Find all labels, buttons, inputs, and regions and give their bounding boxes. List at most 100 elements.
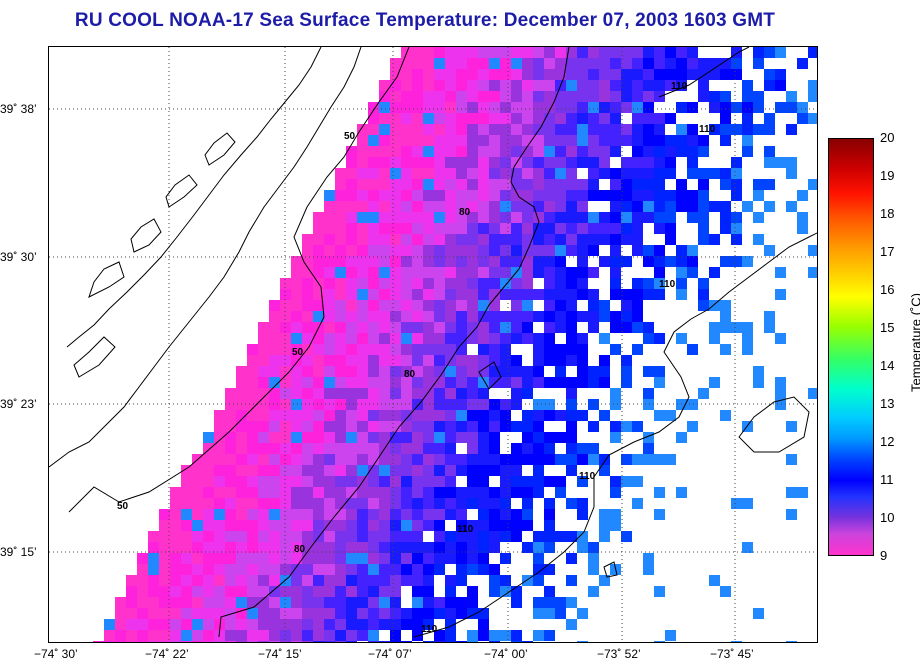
sst-pixel	[280, 300, 291, 311]
sst-pixel	[533, 212, 544, 223]
sst-pixel	[786, 641, 797, 642]
sst-pixel	[731, 47, 742, 58]
sst-pixel	[599, 212, 610, 223]
sst-pixel	[555, 344, 566, 355]
sst-pixel	[544, 443, 555, 454]
sst-pixel	[533, 630, 544, 641]
sst-pixel	[544, 69, 555, 80]
sst-pixel	[401, 245, 412, 256]
sst-pixel	[478, 509, 489, 520]
sst-pixel	[379, 465, 390, 476]
sst-pixel	[434, 432, 445, 443]
sst-pixel	[280, 355, 291, 366]
sst-pixel	[511, 366, 522, 377]
sst-pixel	[720, 124, 731, 135]
sst-pixel	[698, 278, 709, 289]
sst-pixel	[390, 487, 401, 498]
sst-pixel	[533, 47, 544, 58]
sst-pixel	[632, 498, 643, 509]
sst-pixel	[335, 300, 346, 311]
sst-pixel	[357, 520, 368, 531]
sst-pixel	[522, 69, 533, 80]
sst-pixel	[500, 179, 511, 190]
sst-pixel	[423, 333, 434, 344]
sst-pixel	[456, 245, 467, 256]
sst-pixel	[698, 168, 709, 179]
sst-pixel	[533, 553, 544, 564]
sst-pixel	[412, 586, 423, 597]
sst-pixel	[412, 311, 423, 322]
sst-pixel	[467, 311, 478, 322]
sst-pixel	[555, 311, 566, 322]
sst-pixel	[566, 91, 577, 102]
sst-pixel	[291, 630, 302, 641]
sst-pixel	[445, 608, 456, 619]
sst-pixel	[401, 113, 412, 124]
sst-pixel	[577, 245, 588, 256]
sst-pixel	[445, 377, 456, 388]
sst-pixel	[335, 432, 346, 443]
sst-pixel	[280, 465, 291, 476]
sst-pixel	[456, 509, 467, 520]
sst-pixel	[324, 256, 335, 267]
sst-pixel	[445, 311, 456, 322]
sst-pixel	[467, 289, 478, 300]
contour-label: 50	[117, 501, 129, 512]
sst-pixel	[401, 212, 412, 223]
sst-pixel	[632, 91, 643, 102]
sst-pixel	[500, 553, 511, 564]
sst-pixel	[269, 630, 280, 641]
sst-pixel	[401, 146, 412, 157]
sst-pixel	[423, 564, 434, 575]
sst-pixel	[324, 223, 335, 234]
sst-pixel	[577, 157, 588, 168]
sst-pixel	[742, 256, 753, 267]
sst-pixel	[643, 278, 654, 289]
sst-pixel	[214, 553, 225, 564]
sst-pixel	[566, 311, 577, 322]
sst-pixel	[709, 377, 720, 388]
sst-pixel	[258, 498, 269, 509]
sst-pixel	[522, 234, 533, 245]
sst-pixel	[203, 520, 214, 531]
sst-pixel	[335, 410, 346, 421]
sst-pixel	[379, 597, 390, 608]
sst-pixel	[566, 465, 577, 476]
sst-pixel	[412, 410, 423, 421]
sst-pixel	[731, 498, 742, 509]
contour-110	[413, 232, 817, 638]
sst-pixel	[368, 608, 379, 619]
sst-pixel	[610, 256, 621, 267]
sst-pixel	[379, 432, 390, 443]
sst-pixel	[412, 278, 423, 289]
sst-pixel	[357, 443, 368, 454]
sst-pixel	[588, 80, 599, 91]
sst-pixel	[599, 377, 610, 388]
sst-pixel	[434, 278, 445, 289]
sst-pixel	[731, 179, 742, 190]
sst-pixel	[346, 355, 357, 366]
sst-pixel	[489, 80, 500, 91]
sst-pixel	[258, 344, 269, 355]
sst-pixel	[247, 608, 258, 619]
sst-pixel	[225, 509, 236, 520]
sst-pixel	[500, 289, 511, 300]
sst-pixel	[368, 289, 379, 300]
sst-pixel	[357, 157, 368, 168]
sst-pixel	[335, 168, 346, 179]
sst-pixel	[467, 432, 478, 443]
sst-pixel	[698, 223, 709, 234]
sst-pixel	[588, 564, 599, 575]
sst-pixel	[280, 377, 291, 388]
sst-pixel	[269, 410, 280, 421]
sst-pixel	[203, 443, 214, 454]
sst-pixel	[390, 421, 401, 432]
sst-pixel	[610, 201, 621, 212]
sst-pixel	[390, 388, 401, 399]
sst-map[interactable]: 50 50 50 80 80 80 110 110 110 110 110 11…	[48, 46, 818, 643]
sst-pixel	[533, 91, 544, 102]
sst-pixel	[786, 421, 797, 432]
sst-pixel	[412, 542, 423, 553]
sst-pixel	[720, 69, 731, 80]
sst-pixel	[236, 586, 247, 597]
